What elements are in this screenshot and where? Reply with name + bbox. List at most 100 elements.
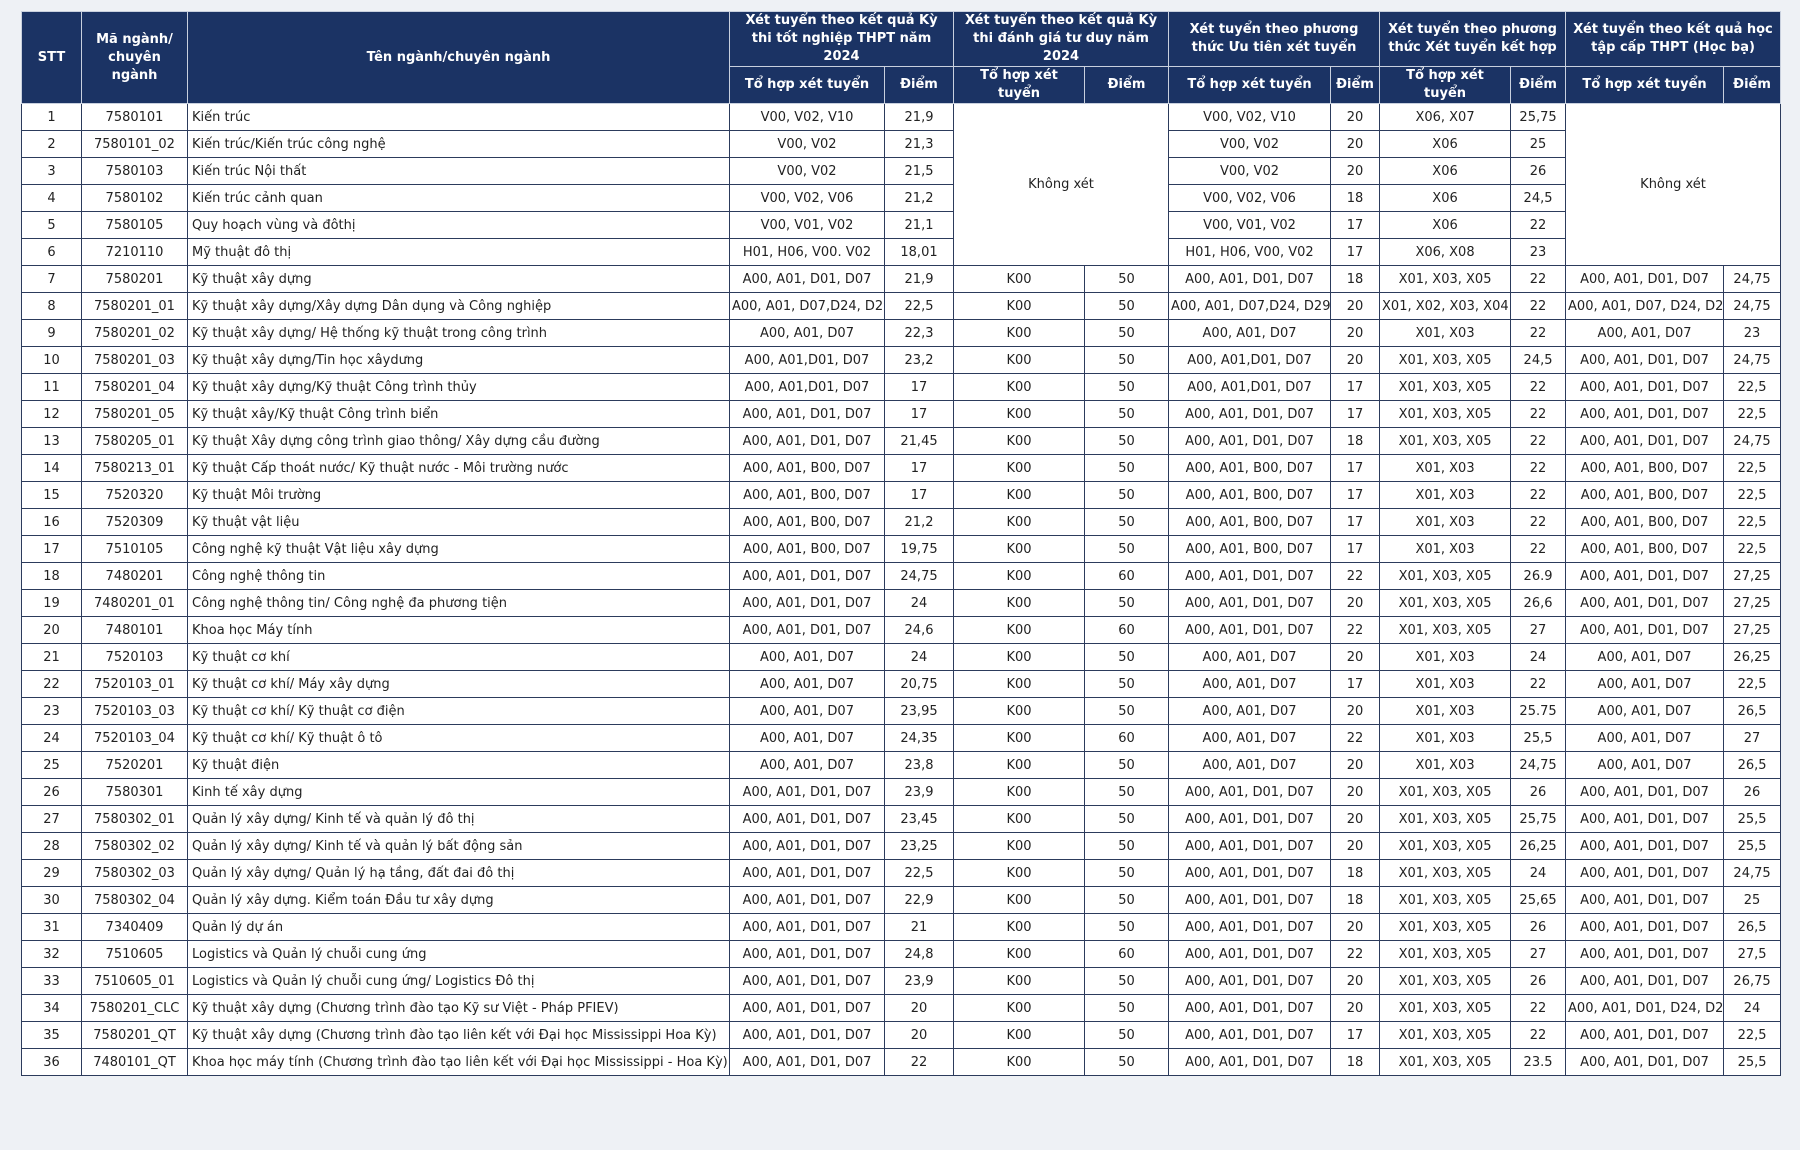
cell-combo: A00, A01, D01, D07 [1168, 940, 1332, 968]
cell-score: 50 [1084, 805, 1170, 833]
cell-combo: X01, X03 [1379, 751, 1512, 779]
cell-name: Kiến trúc cảnh quan [187, 184, 730, 212]
cell-combo: K00 [953, 616, 1086, 644]
cell-code: 7510605 [81, 940, 188, 968]
cell-name: Khoa học máy tính (Chương trình đào tạo … [187, 1048, 730, 1076]
cell-score: 23,25 [883, 832, 955, 860]
cell-score: 50 [1084, 508, 1170, 536]
cell-combo: A00, A01, D01, D07 [729, 832, 885, 860]
table-row: 26 7580301 Kinh tế xây dựng A00, A01, D01, … [21, 778, 1782, 806]
cell-score: 50 [1084, 778, 1170, 806]
cell-name: Kỹ thuật vật liệu [187, 508, 730, 536]
cell-combo: K00 [953, 859, 1086, 887]
cell-combo: X01, X03, X05 [1379, 589, 1512, 617]
cell-combo: A00, A01, D01, D07 [1168, 832, 1332, 860]
cell-score: 17 [1330, 400, 1381, 428]
cell-score: 26,6 [1510, 589, 1567, 617]
sub-header: Tổ hợp xét tuyển [953, 66, 1086, 104]
cell-combo: A00, A01, D07 [1565, 670, 1725, 698]
cell-code: 7520309 [81, 508, 188, 536]
cell-combo: V00, V02, V06 [1168, 184, 1332, 212]
cell-combo: A00, A01, B00, D07 [1565, 508, 1725, 536]
cell-name: Kỹ thuật cơ khí/ Kỹ thuật cơ điện [187, 697, 730, 725]
sub-header: Tổ hợp xét tuyển [1379, 66, 1512, 104]
table-row: 16 7520309 Kỹ thuật vật liệu A00, A01, B00,… [21, 508, 1782, 536]
cell-score: 50 [1084, 319, 1170, 347]
cell-stt: 16 [21, 508, 82, 536]
cell-combo: X06 [1379, 157, 1512, 185]
cell-combo: A00, A01, D07 [1565, 319, 1725, 347]
cell-score: 26,75 [1723, 967, 1782, 995]
cell-score: 24,5 [1510, 184, 1567, 212]
cell-score: 50 [1084, 967, 1170, 995]
cell-combo: K00 [953, 400, 1086, 428]
cell-combo: K00 [953, 697, 1086, 725]
cell-score: 22 [1510, 373, 1567, 401]
cell-combo: A00, A01, B00, D07 [729, 508, 885, 536]
table-row: 2 7580101_02 Kiến trúc/Kiến trúc công nghệ… [21, 130, 1781, 158]
cell-combo: K00 [953, 508, 1086, 536]
cell-stt: 5 [21, 211, 82, 239]
cell-combo: A00, A01, D07 [1565, 724, 1725, 752]
cell-combo: X06, X08 [1379, 238, 1512, 266]
cell-score: 50 [1084, 994, 1170, 1022]
cell-stt: 17 [21, 535, 82, 563]
cell-combo: X01, X03 [1379, 319, 1512, 347]
cell-score: 26 [1510, 157, 1567, 185]
cell-combo: A00, A01, D01, D07 [1168, 994, 1332, 1022]
cell-combo: A00, A01, D01, D07 [729, 589, 885, 617]
cell-combo: A00, A01, D01, D07 [1565, 967, 1725, 995]
cell-stt: 11 [21, 373, 82, 401]
table-body: 1 7580101 Kiến trúc V00, V02, V10 21,9 Không … [21, 103, 1782, 1076]
cell-score: 20,75 [883, 670, 955, 698]
cell-score: 22,3 [883, 319, 955, 347]
cell-name: Kiến trúc [187, 103, 730, 131]
cell-combo: A00, A01, D01, D07 [1168, 913, 1332, 941]
cell-name: Kỹ thuật Môi trường [187, 481, 730, 509]
cell-combo: K00 [953, 994, 1086, 1022]
sub-header: Điểm [1330, 66, 1381, 104]
cell-stt: 32 [21, 940, 82, 968]
cell-combo: A00, A01, D07 [729, 751, 885, 779]
cell-stt: 18 [21, 562, 82, 590]
cell-score: 17 [883, 400, 955, 428]
cell-combo: A00, A01, D01, D07 [1565, 265, 1725, 293]
cell-score: 22,5 [1723, 508, 1782, 536]
cell-combo: K00 [953, 967, 1086, 995]
cell-combo: X01, X03 [1379, 535, 1512, 563]
page: STT Mã ngành/ chuyên ngành Tên ngành/chuyê… [21, 11, 1782, 1076]
cell-stt: 2 [21, 130, 82, 158]
cell-stt: 34 [21, 994, 82, 1022]
cell-code: 7340409 [81, 913, 188, 941]
cell-name: Kỹ thuật xây dựng/Tin học xâydưng [187, 346, 730, 374]
table-row: 23 7520103_03 Kỹ thuật cơ khí/ Kỹ thuật c… [21, 697, 1782, 725]
cell-name: Quản lý xây dựng/ Kinh tế và quản lý bất… [187, 832, 730, 860]
cell-combo: X01, X03, X05 [1379, 1021, 1512, 1049]
cell-stt: 10 [21, 346, 82, 374]
cell-code: 7520103_04 [81, 724, 188, 752]
cell-stt: 31 [21, 913, 82, 941]
table-row: 7 7580201 Kỹ thuật xây dựng A00, A01, D01, … [21, 265, 1782, 293]
cell-combo: A00, A01, D01, D24, D29 [1565, 994, 1725, 1022]
cell-score: 22 [1510, 1021, 1567, 1049]
cell-score: 22,5 [883, 859, 955, 887]
cell-score: 24 [883, 589, 955, 617]
cell-stt: 4 [21, 184, 82, 212]
cell-combo: A00, A01, D07 [729, 724, 885, 752]
cell-combo: X01, X03, X05 [1379, 1048, 1512, 1076]
header-row: Tổ hợp xét tuyển Điểm Tổ hợp xét tuyển Điểm… [22, 66, 1782, 104]
cell-stt: 21 [21, 643, 82, 671]
table-row: 24 7520103_04 Kỹ thuật cơ khí/ Kỹ thuật ô … [21, 724, 1782, 752]
cell-combo: A00, A01, D01, D07 [1168, 1021, 1332, 1049]
cell-combo: K00 [953, 724, 1086, 752]
cell-score: 50 [1084, 643, 1170, 671]
cell-score: 26,25 [1510, 832, 1567, 860]
cell-combo: H01, H06, V00, V02 [1168, 238, 1332, 266]
cell-score: 22 [1510, 211, 1567, 239]
cell-score: 20 [1330, 697, 1381, 725]
group-header: Xét tuyển theo kết quả Kỳ thi đánh giá t… [953, 11, 1170, 67]
cell-score: 17 [1330, 1021, 1381, 1049]
cell-combo: A00, A01, B00, D07 [1168, 508, 1332, 536]
cell-combo: A00, A01, D07 [729, 319, 885, 347]
cell-combo: A00, A01, D07 [1168, 697, 1332, 725]
